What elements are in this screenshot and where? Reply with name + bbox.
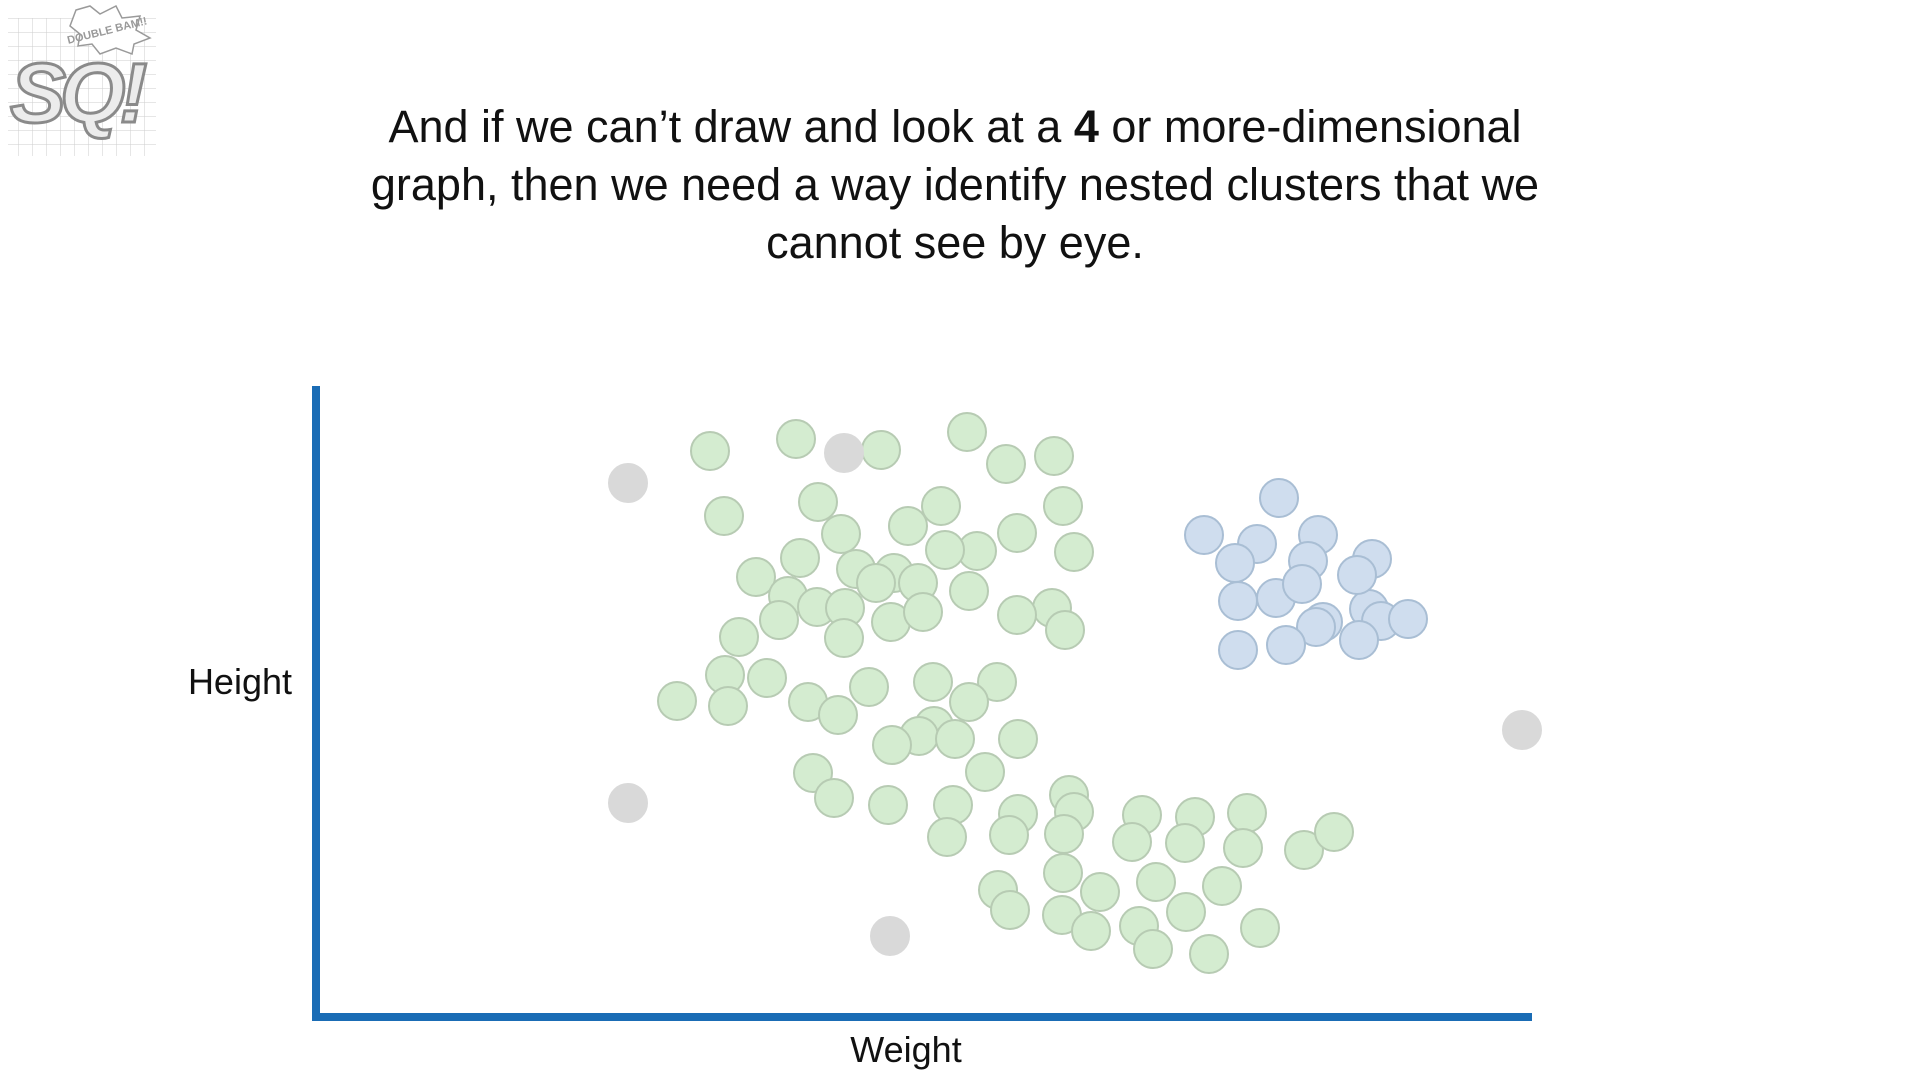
logo-burst <box>69 4 152 56</box>
blue-point-5 <box>1215 543 1255 583</box>
green-point-14 <box>736 557 776 597</box>
green-point-36 <box>747 658 787 698</box>
green-point-60 <box>1227 793 1267 833</box>
green-point-38 <box>977 662 1017 702</box>
green-point-80 <box>1133 929 1173 969</box>
blue-point-17 <box>1266 625 1306 665</box>
green-point-11 <box>921 486 961 526</box>
blue-point-14 <box>1296 607 1336 647</box>
green-point-17 <box>925 530 965 570</box>
caption-bold-number: 4 <box>1073 101 1099 152</box>
green-point-30 <box>903 592 943 632</box>
green-point-18 <box>997 513 1037 553</box>
green-point-69 <box>1043 853 1083 893</box>
green-point-79 <box>1240 908 1280 948</box>
green-point-62 <box>989 815 1029 855</box>
green-point-8 <box>798 482 838 522</box>
green-point-72 <box>1136 862 1176 902</box>
green-point-10 <box>888 506 928 546</box>
y-axis-label: Height <box>188 661 292 702</box>
green-point-50 <box>872 725 912 765</box>
green-point-68 <box>1314 812 1354 852</box>
green-point-61 <box>927 817 967 857</box>
gray-point-5 <box>870 916 910 956</box>
green-point-15 <box>780 538 820 578</box>
green-point-45 <box>998 719 1038 759</box>
blue-point-19 <box>1388 599 1428 639</box>
blue-point-12 <box>1282 564 1322 604</box>
blue-point-16 <box>1218 630 1258 670</box>
green-point-46 <box>657 681 697 721</box>
green-point-64 <box>1112 822 1152 862</box>
green-point-2 <box>776 419 816 459</box>
green-point-32 <box>1045 610 1085 650</box>
logo-letters: SQ! <box>10 46 146 140</box>
gray-point-3 <box>1502 710 1542 750</box>
green-point-67 <box>1284 830 1324 870</box>
green-point-24 <box>949 571 989 611</box>
green-point-13 <box>1043 486 1083 526</box>
green-point-53 <box>868 785 908 825</box>
green-point-6 <box>986 444 1026 484</box>
blue-point-18 <box>1339 620 1379 660</box>
green-point-74 <box>990 890 1030 930</box>
green-point-4 <box>947 412 987 452</box>
green-point-78 <box>1071 911 1111 951</box>
green-point-35 <box>824 618 864 658</box>
green-point-52 <box>814 778 854 818</box>
green-point-1 <box>690 431 730 471</box>
gray-point-2 <box>608 463 648 503</box>
green-point-77 <box>1166 892 1206 932</box>
green-point-73 <box>1202 866 1242 906</box>
blue-point-2 <box>1184 515 1224 555</box>
green-point-7 <box>704 496 744 536</box>
gray-point-4 <box>608 783 648 823</box>
statquest-logo: DOUBLE BAM!! SQ! <box>8 4 156 156</box>
caption-text-2: or more-dimensional graph, then we need … <box>370 101 1540 268</box>
green-point-9 <box>821 514 861 554</box>
green-point-41 <box>708 686 748 726</box>
green-point-51 <box>935 719 975 759</box>
blue-point-13 <box>1337 555 1377 595</box>
green-point-3 <box>861 430 901 470</box>
green-point-5 <box>1034 436 1074 476</box>
green-point-31 <box>997 595 1037 635</box>
blue-point-10 <box>1218 581 1258 621</box>
green-point-81 <box>1189 934 1229 974</box>
green-point-71 <box>1080 872 1120 912</box>
green-point-34 <box>719 617 759 657</box>
green-point-65 <box>1165 823 1205 863</box>
green-point-43 <box>949 682 989 722</box>
green-point-37 <box>913 662 953 702</box>
green-point-19 <box>1054 532 1094 572</box>
green-point-42 <box>818 695 858 735</box>
slide-caption: And if we can’t draw and look at a 4 or … <box>330 98 1580 272</box>
green-point-63 <box>1044 814 1084 854</box>
green-point-23 <box>856 563 896 603</box>
green-point-39 <box>849 667 889 707</box>
data-points <box>608 412 1542 974</box>
caption-text-1: And if we can’t draw and look at a <box>388 101 1074 152</box>
x-axis-label: Weight <box>850 1029 961 1070</box>
green-point-66 <box>1223 828 1263 868</box>
green-point-48 <box>965 752 1005 792</box>
blue-point-1 <box>1259 478 1299 518</box>
gray-point-1 <box>824 433 864 473</box>
green-point-28 <box>759 600 799 640</box>
